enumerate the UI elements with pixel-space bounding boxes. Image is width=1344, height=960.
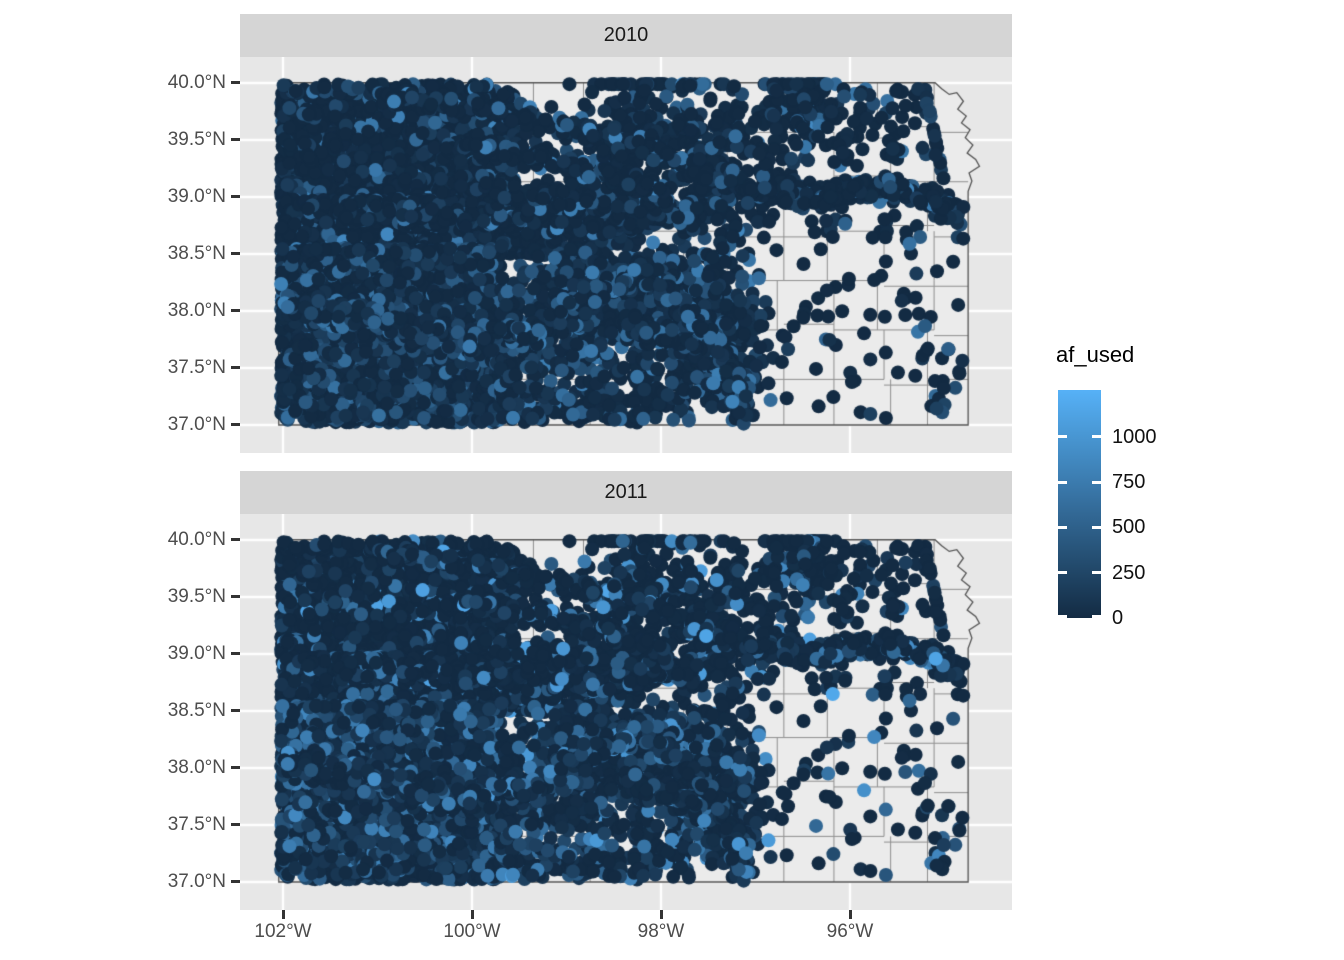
colorbar-tick: [1092, 435, 1101, 439]
y-axis-tick: [231, 766, 240, 769]
colorbar-tick-label: 500: [1112, 516, 1146, 538]
x-axis-tick: [660, 910, 663, 919]
facet-strip-label: 2011: [604, 481, 648, 503]
x-axis-tick-label: 100°W: [443, 921, 501, 942]
legend-title: af_used: [1056, 342, 1135, 367]
y-axis-tick-label: 39.5°N: [167, 586, 226, 607]
colorbar-tick-label: 0: [1112, 607, 1124, 629]
colorbar-tick: [1058, 480, 1067, 484]
y-axis-tick: [231, 309, 240, 312]
colorbar-tick-label: 750: [1112, 471, 1146, 493]
y-axis-tick: [231, 652, 240, 655]
x-axis-tick-label: 102°W: [254, 921, 312, 942]
colorbar-tick: [1058, 525, 1067, 529]
y-axis-tick-label: 38.5°N: [167, 243, 226, 264]
x-axis-tick: [471, 910, 474, 919]
y-axis-tick: [231, 880, 240, 883]
y-axis-tick: [231, 138, 240, 141]
y-axis-tick-label: 37.0°N: [167, 414, 226, 435]
x-axis-tick-label: 98°W: [637, 921, 685, 942]
colorbar-tick: [1058, 615, 1067, 618]
colorbar: [1058, 390, 1101, 618]
map-panel-2011: [240, 514, 1012, 910]
y-axis-tick-label: 38.5°N: [167, 700, 226, 721]
y-axis-tick-label: 40.0°N: [167, 72, 226, 93]
y-axis-tick: [231, 595, 240, 598]
colorbar-tick: [1058, 435, 1067, 439]
y-axis-tick: [231, 252, 240, 255]
y-axis-tick-label: 39.0°N: [167, 186, 226, 207]
x-axis-tick: [282, 910, 285, 919]
colorbar-tick: [1092, 480, 1101, 484]
x-axis-tick: [849, 910, 852, 919]
y-axis-tick-label: 38.0°N: [167, 757, 226, 778]
y-axis-tick: [231, 823, 240, 826]
facet-strip-2011: 2011: [240, 471, 1012, 514]
colorbar-tick: [1092, 571, 1101, 575]
colorbar-tick: [1092, 525, 1101, 529]
y-axis-tick: [231, 195, 240, 198]
colorbar-tick-label: 1000: [1112, 426, 1157, 448]
x-axis-tick-label: 96°W: [826, 921, 874, 942]
y-axis-tick-label: 37.5°N: [167, 357, 226, 378]
y-axis-tick-label: 39.0°N: [167, 643, 226, 664]
facet-strip-label: 2010: [603, 24, 649, 46]
colorbar-tick-label: 250: [1112, 562, 1146, 584]
y-axis-tick: [231, 538, 240, 541]
colorbar-tick: [1058, 571, 1067, 575]
y-axis-tick: [231, 709, 240, 712]
y-axis-tick: [231, 81, 240, 84]
y-axis-tick-label: 38.0°N: [167, 300, 226, 321]
y-axis-tick: [231, 423, 240, 426]
y-axis-tick-label: 39.5°N: [167, 129, 226, 150]
y-axis-tick-label: 40.0°N: [167, 529, 226, 550]
y-axis-tick-label: 37.5°N: [167, 814, 226, 835]
facet-strip-2010: 2010: [240, 14, 1012, 57]
colorbar-tick: [1092, 615, 1101, 618]
y-axis-tick-label: 37.0°N: [167, 871, 226, 892]
y-axis-tick: [231, 366, 240, 369]
map-panel-2010: [240, 57, 1012, 453]
